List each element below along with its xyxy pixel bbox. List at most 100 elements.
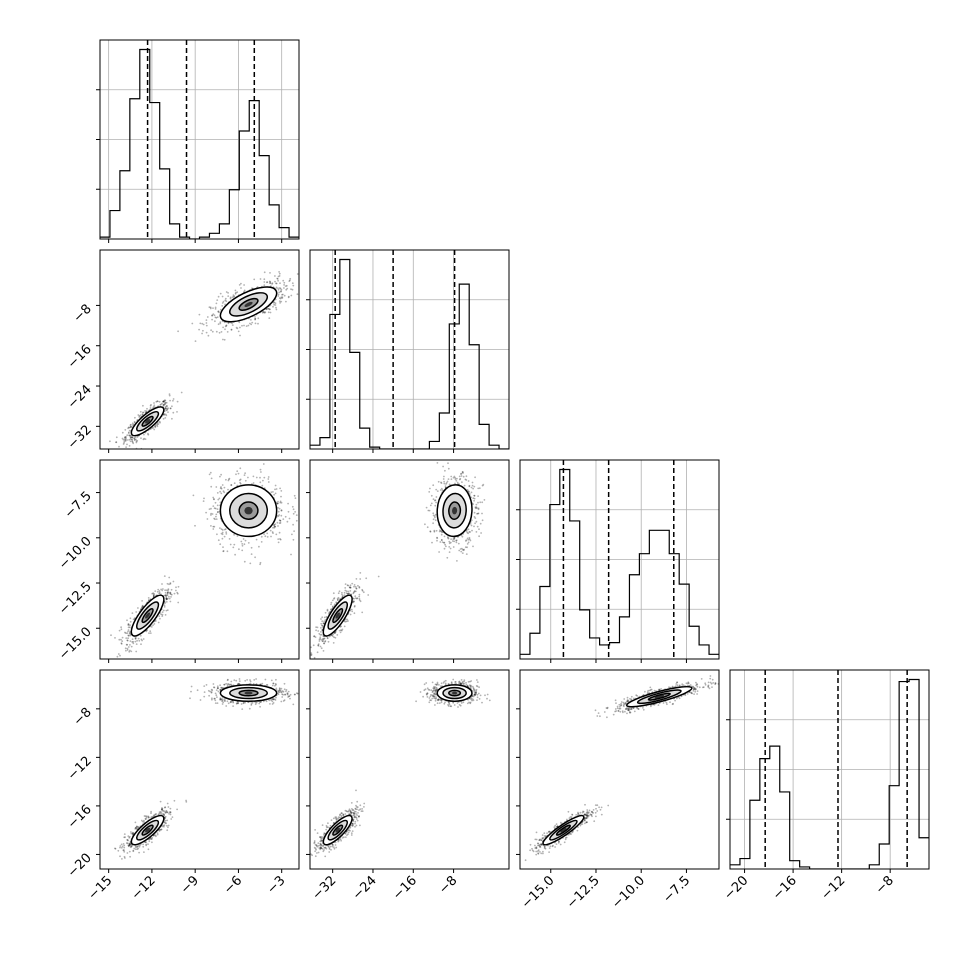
sample-point (261, 311, 264, 314)
sample-point (273, 525, 276, 528)
sample-point (434, 499, 437, 501)
sample-point (317, 630, 320, 632)
sample-point (481, 484, 484, 487)
sample-point (231, 296, 234, 298)
sample-point (162, 588, 164, 590)
sample-point (359, 578, 362, 580)
sample-point (137, 414, 140, 416)
sample-point (328, 635, 331, 638)
sample-point (287, 510, 290, 513)
sample-point (228, 477, 231, 480)
sample-point (219, 322, 222, 325)
sample-point (263, 271, 266, 274)
sample-point (236, 327, 239, 330)
sample-point (223, 491, 226, 494)
sample-point (151, 592, 154, 595)
sample-point (232, 294, 235, 296)
sample-point (124, 429, 127, 431)
sample-point (290, 553, 292, 556)
scatter-panel-r3-c2 (310, 460, 509, 659)
sample-point (129, 440, 132, 443)
sample-point (142, 438, 145, 441)
sample-point (157, 621, 160, 624)
sample-point (279, 501, 282, 504)
sample-point (254, 317, 257, 320)
sample-point (199, 322, 202, 325)
sample-point (321, 624, 324, 627)
sample-point (296, 293, 299, 296)
sample-point (153, 623, 156, 625)
sample-point (170, 818, 173, 820)
sample-point (239, 467, 242, 470)
contour-line (130, 594, 165, 637)
sample-point (277, 502, 279, 505)
sample-point (164, 405, 167, 408)
panel-frame (309, 249, 510, 450)
sample-point (344, 587, 347, 589)
sample-point (132, 442, 135, 445)
sample-point (466, 546, 468, 549)
sample-point (140, 437, 142, 440)
sample-point (229, 296, 232, 299)
sample-point (135, 438, 137, 441)
sample-point (249, 322, 251, 325)
sample-point (168, 597, 171, 600)
sample-point (458, 475, 461, 478)
sample-point (426, 526, 429, 529)
sample-point (154, 834, 157, 837)
sample-point (444, 485, 447, 487)
sample-point (150, 838, 153, 840)
sample-point (353, 597, 355, 600)
sample-point (163, 413, 166, 415)
sample-point (223, 528, 226, 531)
sample-point (322, 638, 325, 641)
sample-point (169, 407, 172, 410)
sample-point (221, 531, 224, 534)
sample-point (475, 506, 478, 509)
sample-point (156, 400, 159, 402)
sample-point (434, 504, 437, 507)
sample-point (239, 478, 242, 481)
sample-point (166, 582, 169, 585)
sample-point (169, 811, 172, 814)
sample-point (429, 530, 432, 533)
sample-point (473, 499, 475, 502)
sample-point (349, 586, 352, 589)
sample-point (164, 815, 167, 818)
sample-point (456, 481, 459, 484)
sample-point (158, 591, 161, 594)
sample-point (481, 519, 484, 522)
sample-point (163, 403, 166, 406)
sample-point (443, 547, 446, 550)
sample-point (282, 279, 285, 282)
sample-point (134, 436, 137, 438)
sample-point (291, 533, 293, 536)
sample-point (292, 523, 294, 526)
sample-point (232, 546, 235, 549)
sample-point (205, 511, 208, 514)
sample-point (136, 825, 138, 828)
sample-point (127, 844, 130, 847)
sample-point (230, 328, 233, 331)
sample-point (173, 799, 176, 802)
sample-point (354, 597, 357, 599)
density-peak (244, 301, 253, 307)
sample-point (442, 478, 445, 480)
sample-point (169, 807, 172, 810)
sample-point (121, 640, 124, 643)
sample-point (213, 314, 216, 317)
sample-point (282, 293, 284, 296)
sample-point (274, 525, 277, 528)
sample-point (134, 638, 137, 640)
sample-point (346, 592, 349, 595)
sample-point (123, 855, 126, 858)
sample-point (273, 524, 275, 526)
sample-point (156, 424, 158, 427)
sample-point (274, 488, 276, 491)
sample-point (210, 514, 212, 516)
sample-point (164, 399, 167, 402)
sample-point (149, 838, 152, 840)
sample-point (109, 440, 111, 443)
sample-point (243, 290, 246, 293)
sample-point (319, 637, 322, 640)
